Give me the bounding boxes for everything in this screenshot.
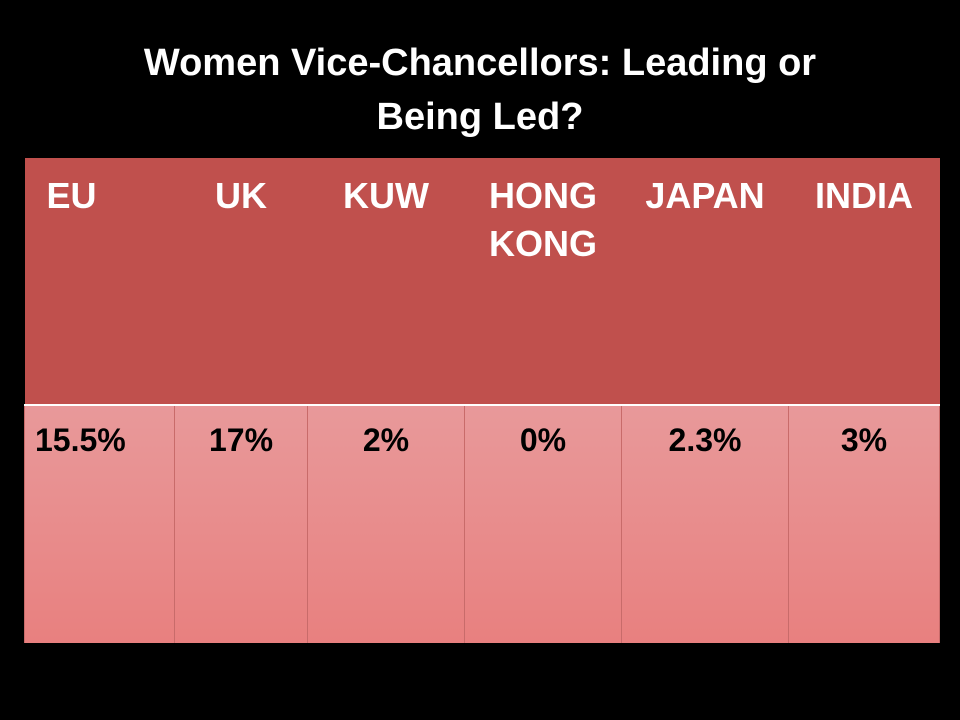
- header-kuw: KUW: [307, 158, 465, 405]
- vice-chancellor-table: EU UK KUW HONG KONG JAPAN INDIA 15.5% 17…: [24, 158, 940, 643]
- value-india: 3%: [788, 404, 940, 643]
- slide-title-line-1: Women Vice-Chancellors: Leading or: [143, 42, 817, 84]
- header-japan: JAPAN: [621, 158, 789, 405]
- value-hong-kong: 0%: [464, 404, 622, 643]
- value-eu: 15.5%: [24, 404, 175, 643]
- value-japan: 2.3%: [621, 404, 789, 643]
- header-uk: UK: [174, 158, 308, 405]
- table-row: 15.5% 17% 2% 0% 2.3% 3%: [24, 404, 940, 643]
- header-eu: EU: [24, 158, 175, 405]
- slide-title: Women Vice-Chancellors: Leading or Being…: [80, 36, 880, 144]
- value-kuw: 2%: [307, 404, 465, 643]
- value-uk: 17%: [174, 404, 308, 643]
- header-hong-kong: HONG KONG: [464, 158, 622, 405]
- slide-title-line-2: Being Led?: [376, 96, 584, 138]
- table-header-row: EU UK KUW HONG KONG JAPAN INDIA: [24, 158, 940, 405]
- header-india: INDIA: [788, 158, 940, 405]
